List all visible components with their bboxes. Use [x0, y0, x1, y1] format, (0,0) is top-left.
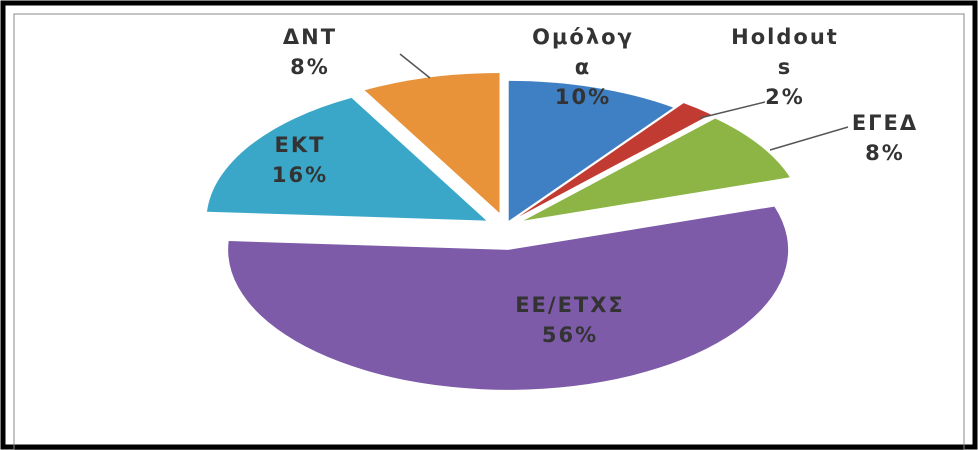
category-label: ΕΓΕΔ — [851, 111, 919, 135]
slice-label: ΕΕ/ΕΤΧΣ 56% — [505, 290, 635, 350]
pie-slice — [206, 97, 487, 221]
category-label: Holdouts — [731, 25, 839, 79]
label-box: ΕΓΕΔ 8% — [840, 108, 930, 168]
leader-line — [699, 101, 766, 119]
label-box: Ομόλογα 10% — [528, 22, 638, 112]
leader-line — [399, 53, 431, 79]
category-label: Ομόλογα — [532, 25, 634, 79]
value-label: 8% — [290, 55, 330, 79]
label-box: ΕΚΤ 16% — [250, 130, 350, 190]
slice-label: ΕΚΤ 16% — [250, 130, 350, 190]
pie-slice — [519, 103, 711, 217]
value-label: 10% — [554, 85, 612, 109]
value-label: 16% — [271, 163, 329, 187]
slice-label: ΕΓΕΔ 8% — [840, 108, 930, 168]
label-box: Holdouts 2% — [725, 22, 845, 112]
slice-label: Ομόλογα 10% — [528, 22, 638, 112]
value-label: 8% — [865, 141, 905, 165]
category-label: ΕΕ/ΕΤΧΣ — [515, 293, 625, 317]
pie-slice — [364, 72, 500, 213]
leader-line — [769, 126, 849, 151]
value-label: 2% — [765, 85, 805, 109]
category-label: ΕΚΤ — [274, 133, 326, 157]
label-box: ΔΝΤ 8% — [255, 22, 365, 82]
pie-slice — [508, 80, 674, 221]
pie-slice — [228, 206, 789, 390]
label-box: ΕΕ/ΕΤΧΣ 56% — [505, 290, 635, 350]
value-label: 56% — [541, 323, 599, 347]
inner-frame — [13, 13, 965, 450]
category-label: ΔΝΤ — [282, 25, 338, 49]
pie-slice — [523, 118, 790, 221]
slice-label: ΔΝΤ 8% — [255, 22, 365, 82]
slice-label: Holdouts 2% — [725, 22, 845, 112]
